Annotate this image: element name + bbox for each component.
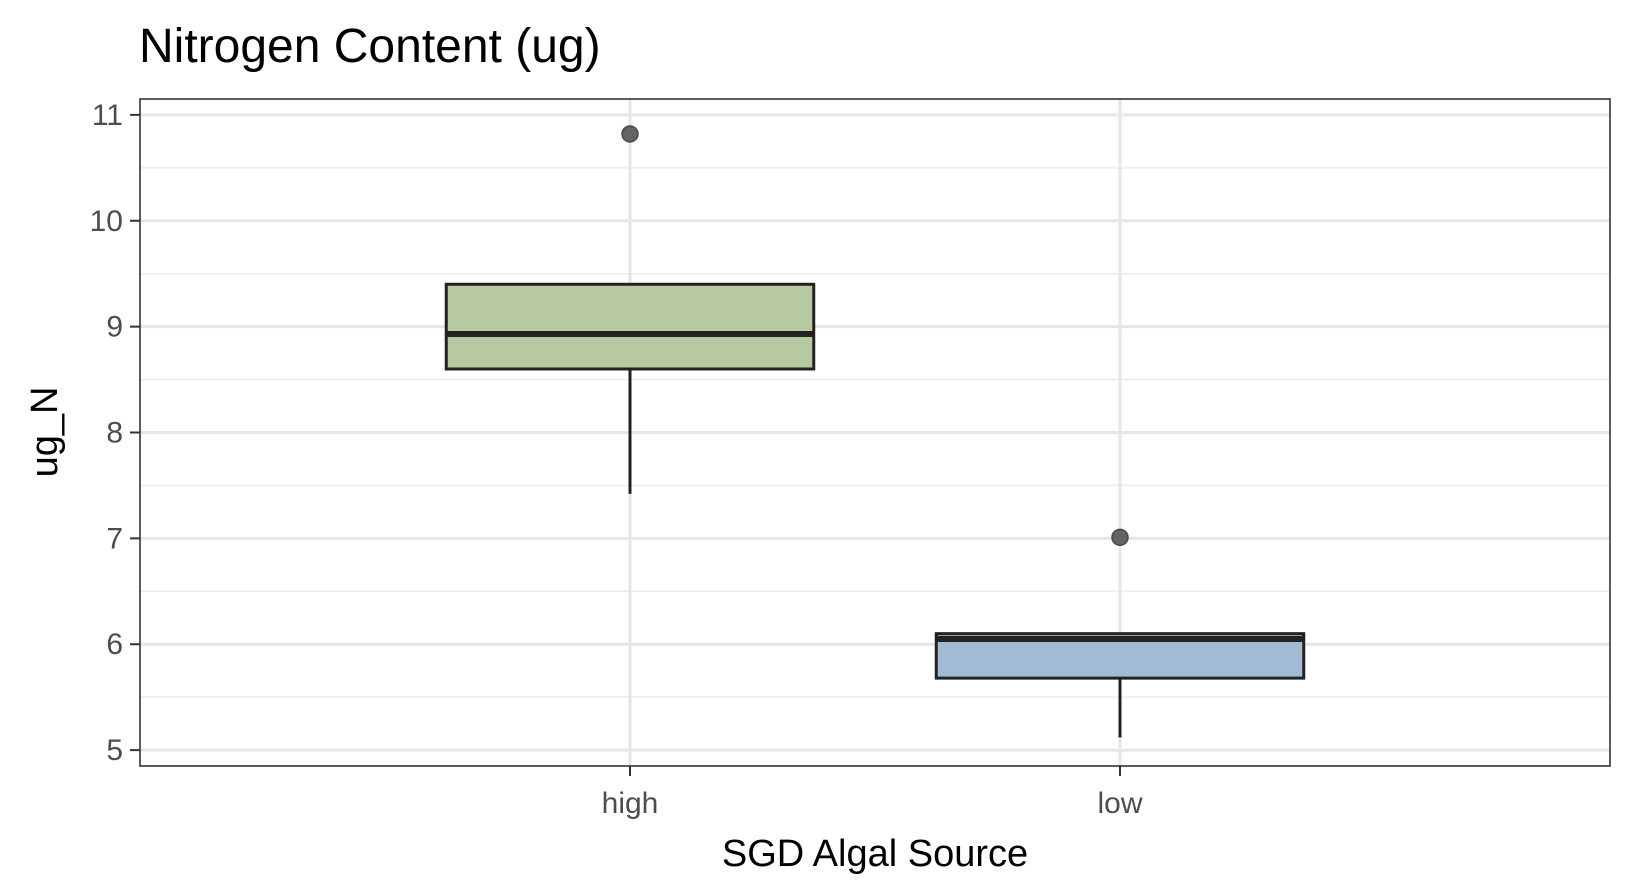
y-tick-label: 10 xyxy=(90,205,123,238)
y-axis-title: ug_N xyxy=(24,387,66,478)
y-axis: 5 6 7 8 9 10 11 xyxy=(90,99,140,767)
y-tick-label: 7 xyxy=(106,522,123,555)
box-high xyxy=(444,125,816,494)
chart-title: Nitrogen Content (ug) xyxy=(139,20,601,73)
y-tick-label: 9 xyxy=(106,311,123,344)
boxes xyxy=(444,125,1306,738)
x-tick-label: high xyxy=(602,787,659,820)
y-tick-label: 5 xyxy=(106,734,123,767)
y-tick-label: 6 xyxy=(106,628,123,661)
minor-gridlines xyxy=(140,167,1610,698)
outlier-point xyxy=(621,125,639,143)
y-tick-label: 8 xyxy=(106,417,123,450)
x-axis: high low xyxy=(602,766,1143,820)
x-tick-label: low xyxy=(1097,787,1142,820)
outlier-point xyxy=(1111,528,1129,547)
box-low xyxy=(934,528,1306,738)
y-tick-label: 11 xyxy=(92,99,123,132)
box-iqr xyxy=(444,282,816,371)
x-axis-title: SGD Algal Source xyxy=(722,833,1028,875)
